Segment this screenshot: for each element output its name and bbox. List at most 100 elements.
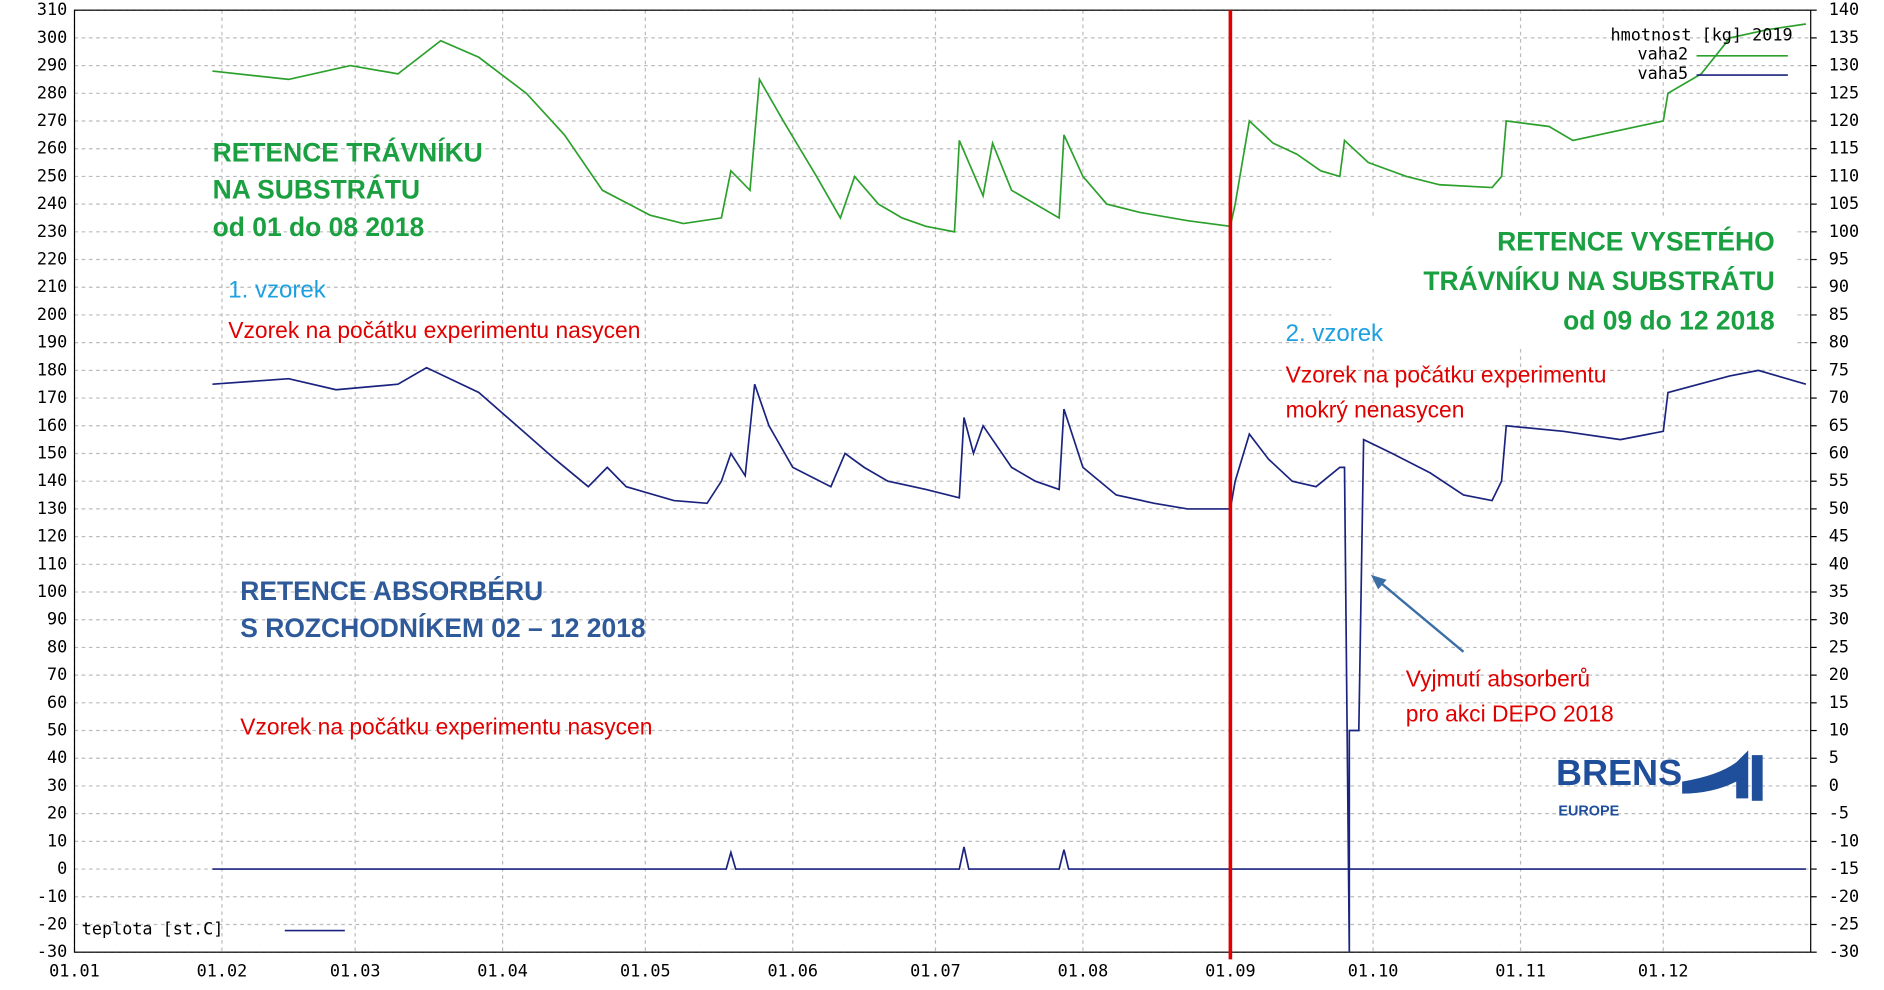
y-tick-label: 260: [37, 138, 67, 158]
logo: BRENS EUROPE: [1556, 750, 1763, 819]
annotation: od 01 do 08 2018: [213, 212, 424, 242]
y2-tick-label: 100: [1829, 221, 1859, 241]
y2-tick-label: 95: [1829, 249, 1849, 269]
y2-tick-label: 20: [1829, 664, 1849, 684]
series-line: [212, 366, 1807, 953]
arrow: [1376, 578, 1465, 653]
y-tick-label: 300: [37, 27, 67, 47]
y2-tick-label: -5: [1829, 803, 1849, 823]
y-tick-label: 310: [37, 0, 67, 19]
y-tick-label: 170: [37, 387, 67, 407]
y-tick-label: -20: [37, 913, 67, 933]
y2-tick-label: 70: [1829, 387, 1849, 407]
annotation-box: [1331, 219, 1798, 347]
x-tick-label: 01.12: [1638, 960, 1689, 980]
annotation: Vzorek na počátku experimentu nasycen: [240, 714, 652, 740]
y2-tick-label: 30: [1829, 609, 1849, 629]
annotations: RETENCE TRÁVNÍKU NA SUBSTRÁTU od 01 do 08 …: [213, 137, 1775, 739]
annotation: RETENCE ABSORBÉRU: [240, 576, 543, 606]
series-line: [212, 846, 1806, 870]
legend-title: hmotnost [kg] 2019: [1610, 24, 1792, 44]
y-tick-label: 180: [37, 359, 67, 379]
annotation: pro akci DEPO 2018: [1406, 701, 1614, 727]
y2-tick-label: 125: [1829, 82, 1859, 102]
y2-tick-label: 135: [1829, 27, 1859, 47]
y2-tick-label: -30: [1829, 941, 1859, 961]
annotation: mokrý nenasycen: [1286, 397, 1465, 423]
x-tick-label: 01.07: [910, 960, 961, 980]
y2-tick-label: 80: [1829, 332, 1849, 352]
y2-tick-label: -10: [1829, 830, 1859, 850]
y2-tick-label: 115: [1829, 138, 1859, 158]
y-tick-label: 220: [37, 249, 67, 269]
y2-tick-label: 25: [1829, 636, 1849, 656]
legend-label: teplota [st.C]: [82, 918, 224, 938]
y-tick-label: 70: [47, 664, 67, 684]
logo-name: BRENS: [1556, 752, 1682, 793]
annotation: Vzorek na počátku experimentu: [1286, 362, 1607, 388]
x-tick-label: 01.05: [620, 960, 671, 980]
y2-tick-label: 65: [1829, 415, 1849, 435]
y-tick-label: 250: [37, 165, 67, 185]
y-tick-label: 110: [37, 553, 67, 573]
y2-tick-label: 50: [1829, 498, 1849, 518]
y-tick-label: 80: [47, 636, 67, 656]
y-tick-label: 270: [37, 110, 67, 130]
y-tick-label: 50: [47, 720, 67, 740]
annotation: Vyjmutí absorberů: [1406, 666, 1590, 692]
x-tick-label: 01.02: [197, 960, 248, 980]
y-tick-label: 140: [37, 470, 67, 490]
lines: [212, 23, 1807, 953]
x-tick-label: 01.08: [1058, 960, 1109, 980]
x-tick-label: 01.04: [477, 960, 528, 980]
y2-tick-label: 5: [1829, 747, 1839, 767]
y2-tick-label: 105: [1829, 193, 1859, 213]
annotation: 1. vzorek: [228, 277, 326, 304]
y2-tick-label: 85: [1829, 304, 1849, 324]
y2-tick-label: 140: [1829, 0, 1859, 19]
logo-shape: [1682, 750, 1749, 799]
y2-tick-label: -20: [1829, 886, 1859, 906]
y-tick-label: 40: [47, 747, 67, 767]
y-tick-label: 230: [37, 221, 67, 241]
y-tick-label: 60: [47, 692, 67, 712]
annotation: S ROZCHODNÍKEM 02 – 12 2018: [240, 613, 645, 643]
x-tick-label: 01.09: [1205, 960, 1256, 980]
x-tick-label: 01.11: [1495, 960, 1546, 980]
y-tick-label: 200: [37, 304, 67, 324]
y2-tick-label: 90: [1829, 276, 1849, 296]
series-line: [212, 23, 1807, 233]
annotation: TRÁVNÍKU NA SUBSTRÁTU: [1423, 266, 1774, 296]
y2-tick-label: 60: [1829, 442, 1849, 462]
y2-tick-label: 110: [1829, 165, 1859, 185]
y2-tick-label: 0: [1829, 775, 1839, 795]
x-tick-label: 01.01: [49, 960, 100, 980]
y2-tick-label: 40: [1829, 553, 1849, 573]
y-tick-label: 90: [47, 609, 67, 629]
legend-label: vaha5: [1638, 63, 1689, 83]
y-tick-label: 120: [37, 526, 67, 546]
y-tick-label: 190: [37, 332, 67, 352]
y-tick-label: -10: [37, 886, 67, 906]
x-tick-label: 01.03: [330, 960, 381, 980]
y-tick-label: 240: [37, 193, 67, 213]
y-tick-label: 20: [47, 803, 67, 823]
logo-sub: EUROPE: [1558, 803, 1619, 819]
annotation: od 09 do 12 2018: [1563, 306, 1774, 336]
y-tick-label: 10: [47, 830, 67, 850]
y2-tick-label: 120: [1829, 110, 1859, 130]
y2-tick-label: -25: [1829, 913, 1859, 933]
y-tick-label: 130: [37, 498, 67, 518]
logo-bar: [1751, 755, 1763, 801]
y2-tick-label: -15: [1829, 858, 1859, 878]
y-tick-label: -30: [37, 941, 67, 961]
y-tick-label: 290: [37, 55, 67, 75]
y-tick-label: 0: [57, 858, 67, 878]
y2-tick-label: 45: [1829, 526, 1849, 546]
y2-tick-label: 15: [1829, 692, 1849, 712]
x-tick-label: 01.10: [1348, 960, 1399, 980]
annotation: NA SUBSTRÁTU: [213, 175, 420, 205]
